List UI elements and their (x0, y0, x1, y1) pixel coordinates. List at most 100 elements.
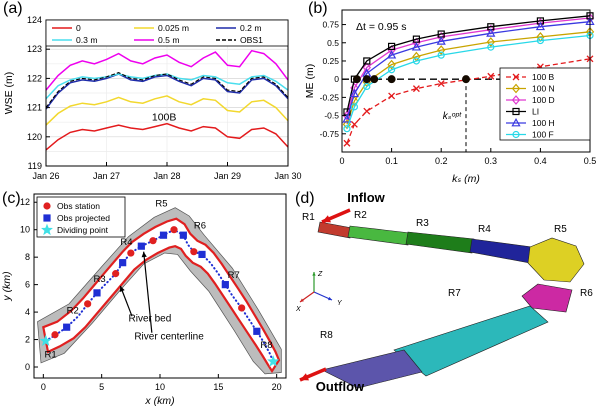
svg-text:0.5 m: 0.5 m (158, 35, 180, 45)
svg-text:OBS1: OBS1 (240, 35, 263, 45)
outflow-label: Outflow (316, 379, 365, 394)
series-0 (45, 122, 289, 151)
series-0.2 m (45, 73, 289, 110)
svg-text:4: 4 (25, 307, 30, 317)
inflow-label: Inflow (347, 190, 385, 205)
svg-text:0: 0 (41, 382, 46, 392)
svg-text:-0.5: -0.5 (324, 111, 339, 121)
flow-arrows (299, 208, 351, 382)
segment-R3 (405, 231, 475, 254)
series-0.5 m (45, 49, 289, 91)
axis-triad: Z Y X (295, 271, 343, 313)
svg-text:10: 10 (20, 225, 30, 235)
panel-b-plot: 0 0.1 0.2 0.3 0.4 0.5 -0.75 -0.5 -0.25 0 0.25 0.5 0.… (304, 9, 597, 185)
series-lines (45, 49, 289, 151)
reach-labels: R1 R2 R3 R4 R5 R6 R7 R8 (45, 198, 273, 360)
legend: 0 0.025 m 0.2 m 0.3 m 0.5 m OBS1 (45, 19, 289, 47)
series-0.3 m (45, 73, 289, 100)
svg-text:R4: R4 (120, 237, 132, 248)
y-axis-label: ME (m) (304, 64, 316, 98)
series-100 H (346, 21, 591, 120)
svg-text:120: 120 (27, 132, 42, 142)
panel-a: 119 120 121 122 123 124 Jan 26 Jan 27 Jan 28 Jan … (0, 0, 302, 188)
svg-text:100 N: 100 N (532, 84, 555, 94)
svg-text:Dividing point: Dividing point (57, 225, 109, 235)
zero-crossing-dots (352, 75, 470, 84)
legend: Obs station Obs projected Dividing point (36, 196, 126, 238)
svg-text:0: 0 (76, 23, 81, 33)
run-annotation: 100B (152, 112, 177, 124)
svg-text:10: 10 (155, 382, 165, 392)
segment-R8 (321, 349, 423, 389)
segment-R6 (521, 283, 573, 313)
svg-text:0.4: 0.4 (534, 156, 547, 166)
y-axis-label: WSE (m) (3, 72, 15, 115)
svg-text:Jan 28: Jan 28 (153, 171, 180, 181)
svg-text:Z: Z (317, 271, 323, 278)
svg-text:R6: R6 (580, 288, 593, 299)
mesh-segments: R1 R2 R3 R4 R5 R6 R7 R8 (302, 210, 593, 389)
panel-a-plot: 119 120 121 122 123 124 Jan 26 Jan 27 Jan 28 Jan … (3, 15, 302, 181)
axis-ticks: 0 0.1 0.2 0.3 0.4 0.5 -0.75 -0.5 -0.25 0 0.25 0.5 0.… (320, 20, 597, 166)
svg-text:River centerline: River centerline (134, 332, 204, 343)
series-OBS1 (45, 72, 289, 108)
svg-text:2: 2 (25, 335, 30, 345)
svg-text:R7: R7 (228, 270, 240, 281)
svg-text:8: 8 (25, 252, 30, 262)
svg-text:R3: R3 (94, 274, 106, 285)
series-0.025 m (45, 95, 289, 126)
svg-text:0.75: 0.75 (322, 20, 339, 30)
svg-text:123: 123 (27, 44, 42, 54)
panel-b: 0 0.1 0.2 0.3 0.4 0.5 -0.75 -0.5 -0.25 0 0.25 0.5 0.… (302, 0, 600, 188)
segment-R4 (469, 238, 533, 264)
svg-text:R8: R8 (260, 340, 272, 351)
observation-markers (39, 226, 280, 367)
panel-c: River bed River centerline R1 R2 R3 R4 R5 R6 R7 R… (0, 188, 292, 407)
svg-text:6: 6 (25, 280, 30, 290)
svg-text:100 H: 100 H (532, 118, 555, 128)
svg-text:R5: R5 (554, 224, 567, 235)
svg-text:12: 12 (20, 197, 30, 207)
axis-ticks: 0 5 10 15 20 0 2 4 6 8 10 12 (20, 197, 282, 392)
svg-text:20: 20 (272, 382, 282, 392)
svg-text:X: X (295, 306, 301, 313)
svg-text:-0.75: -0.75 (320, 129, 340, 139)
svg-text:Obs station: Obs station (57, 201, 100, 211)
segment-R2 (347, 225, 411, 246)
svg-text:Jan 27: Jan 27 (93, 171, 120, 181)
svg-text:0: 0 (339, 156, 344, 166)
axis-ticks: 119 120 121 122 123 124 Jan 26 Jan 27 Jan 28 Jan … (27, 15, 302, 181)
svg-text:R7: R7 (448, 288, 461, 299)
segment-R7 (393, 305, 549, 377)
svg-text:-0.25: -0.25 (320, 92, 340, 102)
panel-d-tag: (d) (295, 190, 315, 207)
svg-text:Jan 26: Jan 26 (32, 171, 59, 181)
x-axis-label: x (km) (144, 395, 174, 407)
ks-opt-label: kₛᵒᵖᵗ (443, 111, 462, 122)
svg-text:R1: R1 (302, 212, 315, 223)
panel-d: R1 R2 R3 R4 R5 R6 R7 R8 Inflow Outflow Z Y X (d) (292, 188, 600, 407)
river-bank-outline (42, 217, 281, 374)
series-100 F (346, 34, 591, 129)
svg-text:15: 15 (213, 382, 223, 392)
svg-text:R1: R1 (45, 349, 57, 360)
svg-text:121: 121 (27, 103, 42, 113)
svg-text:LI: LI (532, 107, 539, 117)
segment-R5 (527, 237, 585, 283)
svg-text:0.3: 0.3 (485, 156, 498, 166)
svg-text:0.2: 0.2 (435, 156, 448, 166)
river-centerline (44, 228, 275, 363)
svg-text:0.3 m: 0.3 m (76, 35, 98, 45)
svg-text:0: 0 (334, 74, 339, 84)
svg-text:R8: R8 (320, 330, 333, 341)
segment-R1 (317, 221, 353, 239)
panel-b-tag: (b) (308, 0, 328, 17)
panel-a-tag: (a) (3, 0, 23, 17)
svg-text:0.2 m: 0.2 m (240, 23, 262, 33)
svg-text:R3: R3 (416, 218, 429, 229)
svg-text:Obs projected: Obs projected (57, 213, 110, 223)
svg-text:Y: Y (337, 300, 343, 307)
svg-text:122: 122 (27, 73, 42, 83)
